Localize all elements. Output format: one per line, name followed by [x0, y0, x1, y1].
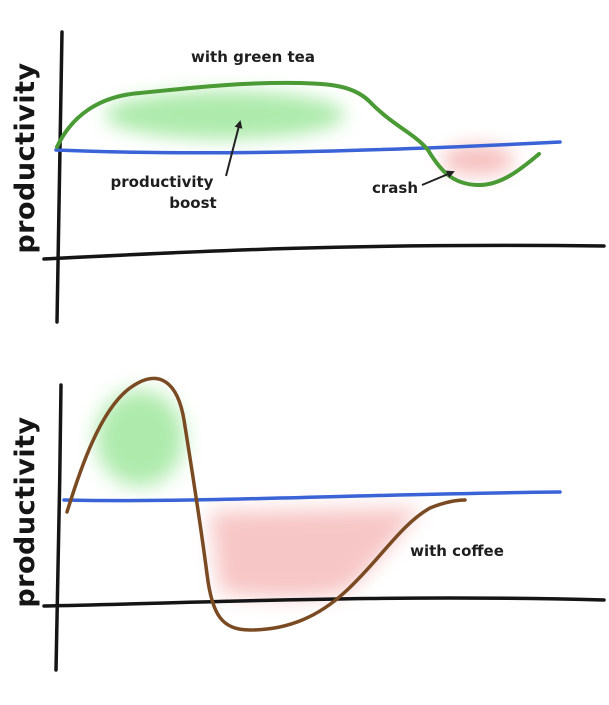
green-tea-curve	[55, 80, 541, 188]
x-axis	[42, 243, 606, 261]
coffee-curve	[65, 376, 467, 632]
boost-highlight	[96, 390, 184, 486]
baseline	[62, 490, 562, 503]
crash-label: crash	[372, 179, 418, 197]
baseline	[54, 140, 562, 155]
coffee-panel: productivity with coffee	[10, 376, 606, 672]
boost-highlight	[105, 91, 345, 139]
y-axis-label: productivity	[10, 416, 41, 607]
crash-highlight	[442, 145, 514, 175]
boost-arrow	[225, 120, 243, 177]
curve-label: with green tea	[191, 48, 315, 66]
crash-arrow	[421, 170, 455, 186]
y-axis-label: productivity	[10, 62, 41, 253]
curve-label: with coffee	[410, 542, 504, 560]
green-tea-panel: productivity with green tea productivity…	[10, 30, 606, 324]
boost-label-line-2: boost	[169, 194, 216, 212]
y-axis	[54, 383, 63, 672]
crash-highlight	[210, 508, 420, 598]
y-axis	[55, 30, 64, 324]
boost-label-line-1: productivity	[111, 173, 214, 191]
x-axis	[42, 596, 606, 608]
